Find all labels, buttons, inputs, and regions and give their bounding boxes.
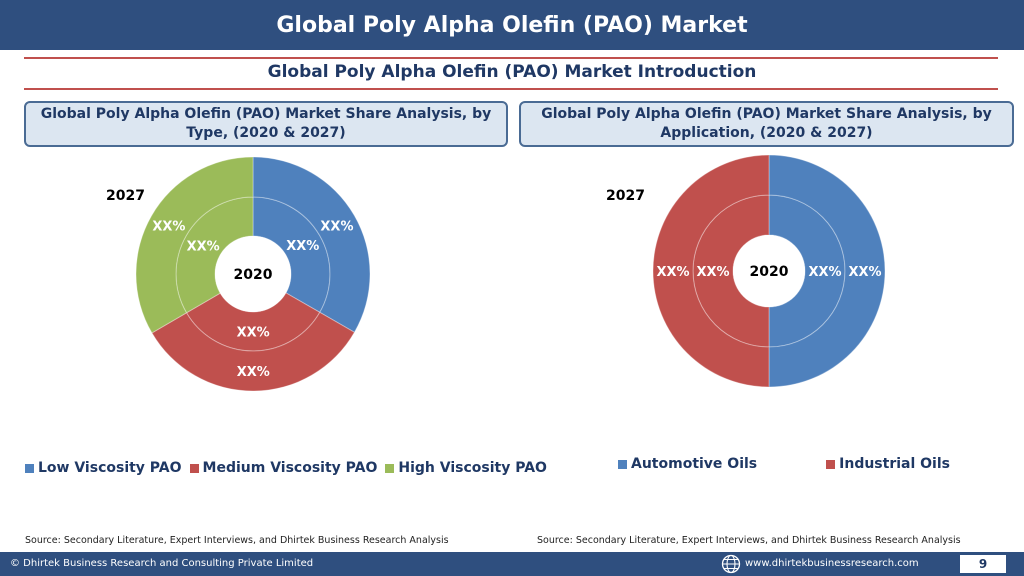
divider-bottom [24, 88, 998, 90]
chart1-legend-label-2: High Viscosity PAO [398, 460, 547, 476]
panel2-source: Source: Secondary Literature, Expert Int… [537, 535, 961, 546]
footer-bar: © Dhirtek Business Research and Consulti… [0, 552, 1024, 576]
chart2-legend-label-0: Automotive Oils [631, 456, 758, 472]
chart2-legend-item-1: Industrial Oils [826, 456, 950, 472]
chart2-outer-slice-0 [768, 154, 886, 388]
page-title: Global Poly Alpha Olefin (PAO) Market [276, 12, 748, 38]
chart1-legend-label-1: Medium Viscosity PAO [202, 460, 378, 476]
chart2-center-hole [733, 235, 805, 307]
page-number: 9 [960, 555, 1006, 573]
chart1-inner-label-0: XX% [286, 239, 319, 254]
chart2-center-label: 2020 [750, 264, 789, 280]
chart2-outer-year-label: 2027 [606, 188, 645, 204]
footer-copyright: © Dhirtek Business Research and Consulti… [10, 558, 314, 569]
chart1-outer-label-1: XX% [237, 365, 270, 380]
chart1-outer-label-0: XX% [320, 219, 353, 234]
chart1-legend-swatch-1 [189, 463, 199, 473]
chart2-inner-label-1: XX% [696, 265, 729, 280]
chart1-outer-year-label: 2027 [106, 188, 145, 204]
chart1-legend-swatch-0 [25, 463, 34, 473]
chart2-legend-label-1: Industrial Oils [839, 456, 950, 472]
chart2-outer-label-1: XX% [656, 265, 689, 280]
panel1-source: Source: Secondary Literature, Expert Int… [25, 535, 449, 546]
chart1-legend-swatch-2 [385, 463, 395, 473]
header-bar: Global Poly Alpha Olefin (PAO) Market [0, 0, 1024, 50]
chart1-legend-label-0: Low Viscosity PAO [38, 460, 182, 476]
panel-title-type: Global Poly Alpha Olefin (PAO) Market Sh… [24, 101, 508, 147]
chart1-outer-slice-0 [252, 156, 371, 333]
chart2-legend-swatch-0 [618, 459, 627, 469]
chart1-center-hole [215, 236, 291, 312]
chart1-legend-item-2: High Viscosity PAO [385, 460, 547, 476]
chart1-outer-slice-2 [135, 156, 254, 334]
chart1-inner-label-2: XX% [187, 239, 220, 254]
chart1-center-label: 2020 [234, 267, 273, 283]
chart1-outer-label-2: XX% [152, 220, 185, 235]
chart1-outer-slice-1 [151, 311, 356, 392]
divider-top [24, 57, 998, 59]
globe-icon [721, 554, 741, 574]
chart1-inner-label-1: XX% [237, 325, 270, 340]
section-subtitle: Global Poly Alpha Olefin (PAO) Market In… [267, 62, 757, 82]
chart2-outer-slice-1 [652, 154, 770, 388]
chart1-legend: Low Viscosity PAO Medium Viscosity PAO Hig… [25, 460, 555, 476]
chart2-inner-label-0: XX% [808, 265, 841, 280]
footer-website[interactable]: www.dhirtekbusinessresearch.com [745, 558, 919, 569]
chart2-outer-label-0: XX% [848, 265, 881, 280]
chart1-legend-item-0: Low Viscosity PAO [25, 460, 182, 476]
chart2-legend-swatch-1 [826, 459, 836, 469]
panel-title-application: Global Poly Alpha Olefin (PAO) Market Sh… [519, 101, 1014, 147]
chart2-legend-item-0: Automotive Oils [618, 456, 757, 472]
chart2-legend: Automotive Oils Industrial Oils [618, 456, 958, 472]
chart1-legend-item-1: Medium Viscosity PAO [189, 460, 378, 476]
